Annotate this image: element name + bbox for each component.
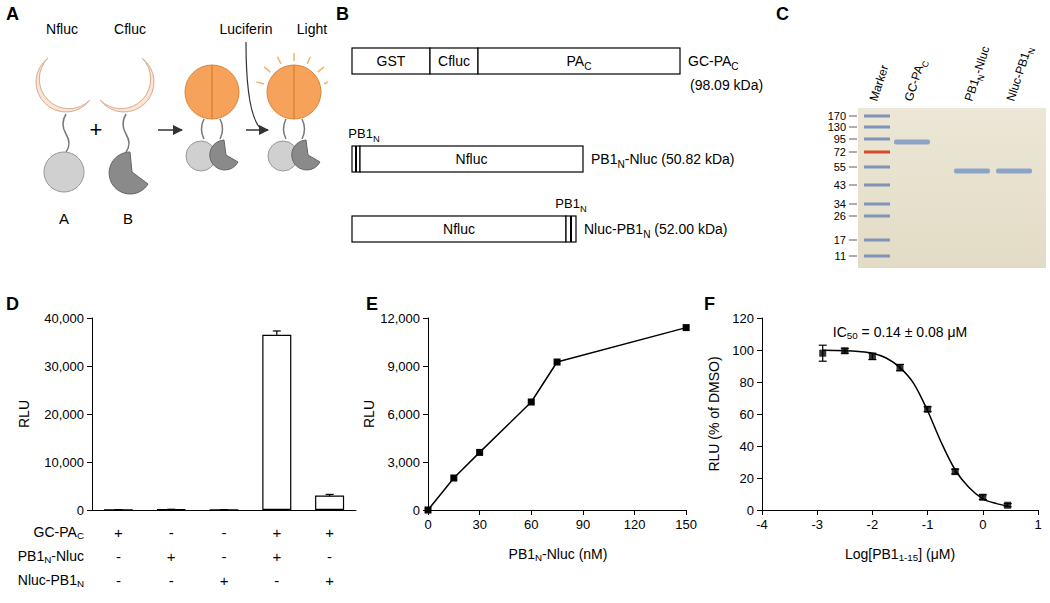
- svg-text:+: +: [272, 524, 281, 541]
- svg-text:+: +: [272, 548, 281, 565]
- html-text:PB1N-Nluc (nM): PB1N-Nluc (nM): [508, 546, 608, 564]
- svg-text:-: -: [116, 572, 121, 589]
- svg-text:PB1N-Nluc: PB1N-Nluc: [962, 44, 996, 103]
- svg-text:PB1N-Nluc (50.82 kDa): PB1N-Nluc (50.82 kDa): [591, 151, 734, 170]
- svg-text:60: 60: [740, 407, 754, 422]
- svg-text:40: 40: [740, 439, 754, 454]
- svg-text:0: 0: [413, 503, 420, 518]
- svg-text:0: 0: [747, 503, 754, 518]
- svg-text:(98.09 kDa): (98.09 kDa): [690, 77, 763, 93]
- svg-text:60: 60: [524, 517, 538, 532]
- svg-text:GC-PAC: GC-PAC: [688, 53, 739, 72]
- svg-text:PB1N: PB1N: [555, 196, 586, 214]
- svg-text:Light: Light: [297, 21, 327, 37]
- svg-text:PB1N: PB1N: [348, 126, 379, 144]
- svg-text:130: 130: [828, 121, 846, 133]
- svg-text:-: -: [169, 524, 174, 541]
- html-text:B: B: [336, 4, 349, 24]
- svg-text:Nfluc: Nfluc: [456, 151, 488, 167]
- svg-text:+: +: [325, 524, 334, 541]
- svg-text:12,000: 12,000: [380, 311, 420, 326]
- svg-text:A: A: [59, 210, 69, 227]
- html-text:1-15] (μM): 1-15] (μM): [898, 546, 956, 564]
- svg-text:Nluc-PB1N: Nluc-PB1N: [1004, 44, 1038, 103]
- html-text:Log[PB1: Log[PB1: [844, 546, 899, 562]
- html-text:IC50= 0.14 ± 0.08 μM: IC50= 0.14 ± 0.08 μM: [832, 324, 968, 342]
- html-text:RLU: RLU: [361, 400, 377, 428]
- svg-text:11: 11: [835, 250, 846, 262]
- svg-text:B: B: [123, 210, 133, 227]
- svg-text:90: 90: [576, 517, 590, 532]
- svg-text:-: -: [274, 572, 279, 589]
- svg-text:-: -: [222, 548, 227, 565]
- svg-text:30,000: 30,000: [44, 359, 84, 374]
- svg-text:-1: -1: [922, 517, 934, 532]
- svg-text:40,000: 40,000: [44, 311, 84, 326]
- svg-text:17: 17: [834, 234, 846, 246]
- svg-text:GST: GST: [377, 53, 406, 69]
- svg-text:+: +: [325, 572, 334, 589]
- svg-text:9,000: 9,000: [387, 359, 420, 374]
- svg-text:0: 0: [424, 517, 431, 532]
- svg-text:120: 120: [624, 517, 646, 532]
- svg-text:0: 0: [979, 517, 986, 532]
- svg-text:-: -: [222, 524, 227, 541]
- svg-text:6,000: 6,000: [387, 407, 420, 422]
- svg-text:3,000: 3,000: [387, 455, 420, 470]
- svg-text:100: 100: [732, 343, 754, 358]
- svg-text:+: +: [220, 572, 229, 589]
- svg-text:+: +: [114, 524, 123, 541]
- svg-text:34: 34: [834, 198, 846, 210]
- html-text:D: D: [6, 294, 19, 314]
- svg-text:Cfluc: Cfluc: [438, 53, 470, 69]
- html-text:E: E: [366, 294, 378, 314]
- html-text:C: C: [776, 4, 789, 24]
- svg-text:-3: -3: [811, 517, 823, 532]
- svg-text:Nluc-PB1N (52.00 kDa): Nluc-PB1N (52.00 kDa): [584, 221, 727, 240]
- svg-text:72: 72: [834, 146, 846, 158]
- svg-text:Nfluc: Nfluc: [443, 221, 475, 237]
- svg-text:-4: -4: [756, 517, 768, 532]
- svg-text:Nfluc: Nfluc: [46, 21, 78, 37]
- html-text:RLU: RLU: [16, 400, 32, 428]
- svg-text:Luciferin: Luciferin: [220, 21, 273, 37]
- html-text:PB1N-Nluc: PB1N-Nluc: [17, 548, 84, 566]
- svg-text:95: 95: [834, 133, 846, 145]
- svg-text:-: -: [116, 548, 121, 565]
- svg-text:26: 26: [834, 210, 846, 222]
- svg-text:+: +: [90, 117, 103, 142]
- svg-text:0: 0: [77, 503, 84, 518]
- svg-text:170: 170: [827, 110, 846, 122]
- svg-text:20: 20: [740, 471, 754, 486]
- svg-text:150: 150: [675, 517, 697, 532]
- svg-text:1: 1: [1034, 517, 1041, 532]
- svg-text:Marker: Marker: [867, 63, 892, 103]
- svg-text:120: 120: [732, 311, 754, 326]
- html-text:Nluc-PB1N: Nluc-PB1N: [17, 572, 84, 590]
- svg-text:PAC: PAC: [567, 53, 592, 72]
- svg-text:+: +: [167, 548, 176, 565]
- svg-text:43: 43: [834, 179, 846, 191]
- svg-text:GC-PAC: GC-PAC: [902, 57, 932, 103]
- svg-text:55: 55: [834, 161, 846, 173]
- html-text:F: F: [704, 294, 715, 314]
- svg-text:10,000: 10,000: [44, 455, 84, 470]
- svg-text:-: -: [327, 548, 332, 565]
- svg-text:80: 80: [740, 375, 754, 390]
- svg-text:Cfluc: Cfluc: [114, 21, 146, 37]
- html-text:RLU (% of DMSO): RLU (% of DMSO): [706, 356, 722, 472]
- svg-text:30: 30: [472, 517, 486, 532]
- svg-text:20,000: 20,000: [44, 407, 84, 422]
- html-text:A: A: [6, 4, 19, 24]
- svg-text:-: -: [169, 572, 174, 589]
- svg-text:-2: -2: [867, 517, 879, 532]
- html-text:GC-PAC: GC-PAC: [33, 524, 84, 542]
